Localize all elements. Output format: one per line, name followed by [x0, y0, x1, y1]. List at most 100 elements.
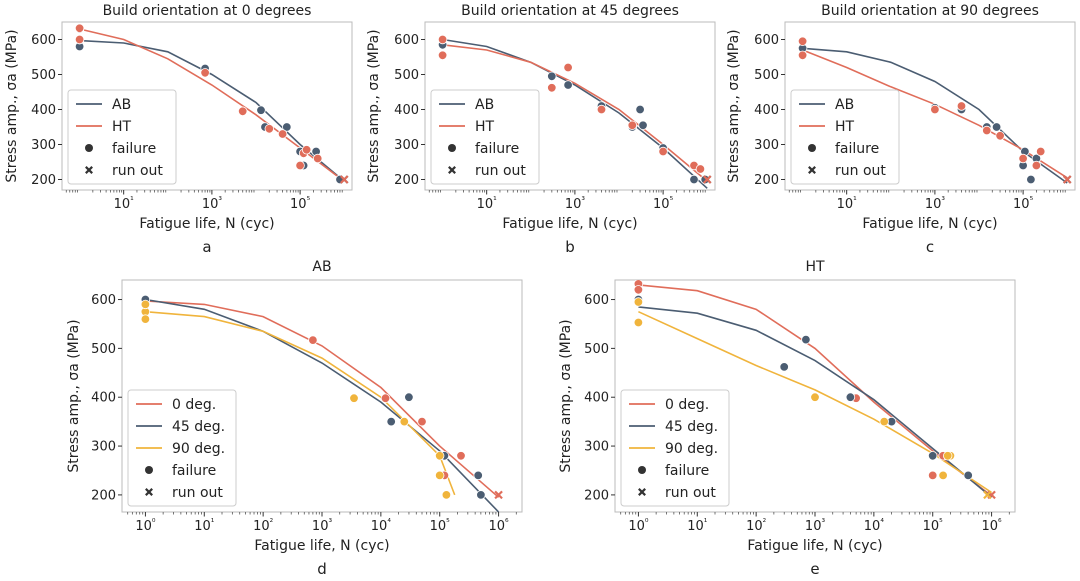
- failure-point: [943, 451, 953, 461]
- failure-point: [301, 145, 312, 155]
- x-tick-label: 10⁵: [923, 518, 944, 534]
- legend-label: 0 deg.: [665, 397, 709, 413]
- y-axis-label: Stress amp., σa (MPa): [558, 319, 574, 472]
- failure-point: [689, 174, 699, 185]
- legend-dot-swatch: [448, 144, 456, 152]
- failure-point: [1031, 160, 1042, 171]
- y-axis-label: Stress amp., σa (MPa): [66, 319, 82, 472]
- panel-title: Build orientation at 0 degrees: [103, 3, 312, 19]
- legend-label: 0 deg.: [172, 397, 216, 413]
- y-tick-label: 500: [584, 342, 609, 357]
- x-tick-label: 10¹: [194, 518, 215, 534]
- panel-title: HT: [805, 259, 825, 275]
- failure-point: [695, 164, 706, 174]
- plot-content: [74, 23, 349, 185]
- x-tick-label: 10¹: [837, 196, 858, 212]
- y-tick-label: 200: [31, 173, 56, 188]
- legend-label: 45 deg.: [172, 419, 225, 435]
- legend-cross-swatch: [448, 166, 456, 174]
- failure-point: [282, 122, 292, 132]
- failure-point: [473, 470, 483, 481]
- runout-marker: [983, 490, 992, 500]
- panel-a: Build orientation at 0 degrees 200 300 400 5…: [4, 3, 353, 256]
- failure-point: [264, 124, 275, 134]
- failure-point: [404, 392, 414, 402]
- legend-label: run out: [112, 163, 163, 179]
- failure-point: [74, 23, 85, 34]
- y-tick-label: 300: [754, 138, 779, 153]
- legend-label: failure: [172, 463, 216, 479]
- panel-label: c: [926, 238, 934, 256]
- runout-marker: [494, 490, 503, 500]
- legend: AB HT failure run out: [430, 89, 540, 185]
- legend: AB HT failure run out: [790, 89, 900, 185]
- failure-point: [928, 451, 938, 461]
- y-axis-label: Stress amp., σa (MPa): [366, 29, 382, 182]
- failure-point: [938, 470, 948, 481]
- x-tick-label: 10⁰: [628, 518, 649, 534]
- x-axis-label: Fatigue life, N (cyc): [747, 538, 882, 554]
- failure-point: [596, 104, 607, 115]
- y-tick-label: 600: [394, 33, 419, 48]
- legend-label: run out: [475, 163, 526, 179]
- failure-point: [200, 68, 210, 78]
- failure-point: [417, 416, 427, 427]
- failure-point: [277, 129, 288, 139]
- panel-label: b: [565, 238, 575, 256]
- y-tick-label: 400: [584, 391, 609, 406]
- panel-e: HT 200 300 400 500 600 10⁰ 10¹ 10² 10³ 10⁴ 10⁵ 10⁶ Fa…: [558, 259, 1016, 578]
- x-tick-label: 10⁵: [1013, 196, 1034, 212]
- x-tick-label: 10¹: [477, 196, 498, 212]
- x-tick-label: 10⁰: [135, 518, 156, 534]
- y-tick-label: 200: [584, 488, 609, 503]
- panel-c: Build orientation at 90 degrees 200 300 400…: [726, 3, 1076, 256]
- panel-title: Build orientation at 45 degrees: [461, 3, 679, 19]
- failure-point: [256, 105, 266, 115]
- plot-content: [437, 34, 712, 189]
- runout-marker: [702, 175, 712, 184]
- fit-curve-ab: [79, 39, 345, 182]
- failure-point: [380, 393, 391, 403]
- failure-point: [435, 470, 445, 481]
- panel-label: a: [202, 238, 211, 256]
- x-axis-label: Fatigue life, N (cyc): [862, 216, 997, 232]
- x-tick-label: 10³: [925, 196, 946, 212]
- legend: AB HT failure run out: [67, 89, 177, 185]
- failure-point: [437, 50, 448, 61]
- failure-point: [928, 470, 938, 481]
- x-tick-label: 10⁶: [488, 518, 509, 534]
- failure-point: [779, 362, 789, 372]
- panel-b: Build orientation at 45 degrees 200 300 400…: [366, 3, 716, 256]
- y-axis-label: Stress amp., σa (MPa): [4, 29, 20, 182]
- legend-label: AB: [112, 97, 131, 113]
- y-tick-label: 400: [31, 103, 56, 118]
- failure-point: [1035, 146, 1046, 157]
- failure-point: [995, 131, 1005, 141]
- legend-label: failure: [475, 141, 519, 157]
- runout-marker: [1062, 175, 1072, 184]
- failure-point: [547, 83, 557, 93]
- legend: 0 deg. 45 deg. 90 deg. failure run out: [127, 389, 237, 507]
- y-tick-label: 400: [394, 103, 419, 118]
- legend-label: failure: [835, 141, 879, 157]
- failure-point: [845, 392, 856, 402]
- failure-point: [633, 285, 644, 295]
- x-tick-label: 10⁴: [864, 518, 885, 534]
- failure-point: [982, 125, 992, 136]
- legend-label: failure: [112, 141, 156, 157]
- fit-curve-0-deg-: [638, 284, 993, 497]
- y-tick-label: 300: [31, 138, 56, 153]
- y-tick-label: 300: [584, 440, 609, 455]
- failure-point: [797, 50, 808, 61]
- x-tick-label: 10²: [253, 518, 274, 534]
- failure-point: [140, 299, 151, 310]
- y-tick-label: 400: [754, 103, 779, 118]
- failure-point: [638, 120, 648, 131]
- legend-label: run out: [665, 485, 716, 501]
- failure-point: [547, 71, 557, 82]
- y-tick-label: 600: [754, 33, 779, 48]
- y-tick-label: 400: [91, 391, 116, 406]
- legend-label: run out: [835, 163, 886, 179]
- legend: 0 deg. 45 deg. 90 deg. failure run out: [620, 389, 730, 507]
